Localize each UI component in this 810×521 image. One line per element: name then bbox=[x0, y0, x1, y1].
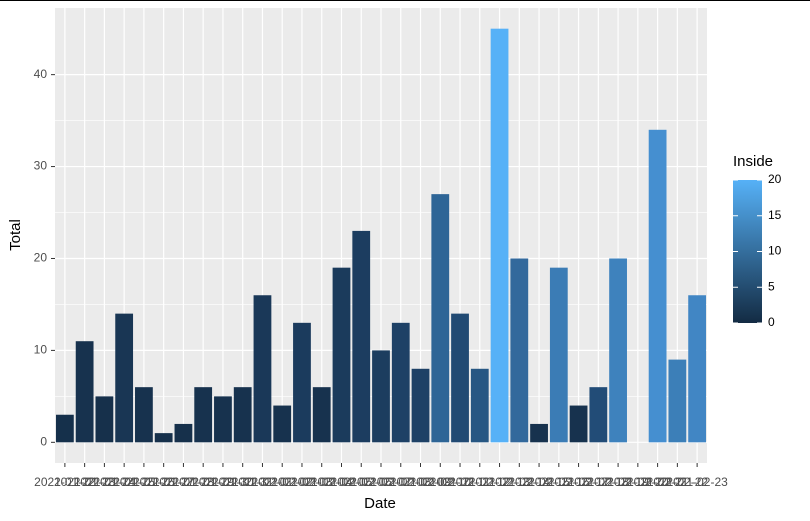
x-tick-label: 2021-02-13 bbox=[469, 475, 531, 489]
bar bbox=[273, 405, 292, 443]
bar bbox=[253, 295, 272, 443]
bar bbox=[510, 258, 529, 443]
y-tick-label: 40 bbox=[34, 67, 48, 81]
x-tick-label: 2021-02-22 bbox=[647, 475, 709, 489]
y-tick-label: 30 bbox=[34, 159, 48, 173]
bar bbox=[391, 322, 410, 443]
x-tick-label: 2021-01-22 bbox=[34, 475, 96, 489]
x-tick-label: 2021-02-18 bbox=[568, 475, 630, 489]
x-axis-title: Date bbox=[364, 495, 396, 512]
bar bbox=[214, 396, 232, 443]
bar bbox=[668, 359, 687, 443]
legend-tick-label: 10 bbox=[768, 244, 782, 258]
x-tick-label: 2021-01-29 bbox=[172, 475, 234, 489]
x-tick-label: 2021-01-31 bbox=[212, 475, 274, 489]
x-tick-label: 2021-02-08 bbox=[370, 475, 432, 489]
legend-tick-label: 15 bbox=[768, 208, 782, 222]
x-tick-label: 2021-02-15 bbox=[508, 475, 570, 489]
legend-tick-label: 5 bbox=[768, 279, 775, 293]
bar bbox=[75, 341, 94, 443]
x-tick-label: 2021-01-23 bbox=[54, 475, 116, 489]
x-tick-label: 2021-02-16 bbox=[528, 475, 590, 489]
x-tick-label: 2021-02-03 bbox=[271, 475, 333, 489]
bar bbox=[95, 396, 114, 443]
x-tick-label: 2021-02-17 bbox=[548, 475, 610, 489]
bar bbox=[312, 387, 331, 443]
x-tick-label: 2021-01-26 bbox=[113, 475, 175, 489]
x-tick-label: 2021-01-24 bbox=[74, 475, 136, 489]
bar bbox=[115, 313, 134, 443]
bar bbox=[530, 423, 548, 443]
x-tick-label: 2021-02-05 bbox=[311, 475, 373, 489]
bar bbox=[194, 387, 213, 443]
legend-tick-label: 0 bbox=[768, 315, 775, 329]
x-tick-label: 2021-02-02 bbox=[252, 475, 314, 489]
bar bbox=[372, 350, 390, 443]
bar bbox=[135, 387, 153, 443]
legend-tick-label: 20 bbox=[768, 172, 782, 186]
bar bbox=[233, 387, 252, 443]
x-tick-label: 2021-02-19 bbox=[587, 475, 649, 489]
x-tick-label: 2021-02-09 bbox=[390, 475, 452, 489]
bar bbox=[431, 194, 450, 443]
x-tick-label: 2021-02-21 bbox=[627, 475, 689, 489]
y-tick-label: 20 bbox=[34, 251, 48, 265]
bar bbox=[648, 129, 667, 443]
y-tick-label: 0 bbox=[40, 434, 47, 448]
x-tick-label: 2021-02-10 bbox=[410, 475, 472, 489]
x-tick-label: 2021-02-06 bbox=[331, 475, 393, 489]
bar bbox=[470, 368, 489, 443]
legend-title: Inside bbox=[733, 153, 773, 170]
x-tick-label: 2021-01-30 bbox=[192, 475, 254, 489]
bar bbox=[411, 368, 430, 443]
x-tick-label: 2021-01-28 bbox=[153, 475, 215, 489]
y-tick-label: 10 bbox=[34, 343, 48, 357]
x-tick-label: 2021-02-01 bbox=[232, 475, 294, 489]
bar bbox=[609, 258, 627, 443]
x-tick-label: 2021-02-07 bbox=[350, 475, 412, 489]
bar bbox=[569, 405, 588, 443]
bar bbox=[174, 423, 193, 443]
bar bbox=[332, 267, 351, 443]
x-tick-label: 2021-02-14 bbox=[489, 475, 551, 489]
x-tick-label: 2021-01-25 bbox=[93, 475, 155, 489]
bar bbox=[451, 313, 469, 443]
bar bbox=[55, 414, 74, 443]
bar bbox=[688, 295, 707, 443]
x-tick-label: 2021-02-23 bbox=[666, 475, 728, 489]
x-tick-label: 2021-02-11 bbox=[430, 475, 491, 489]
x-tick-label: 2021-01-27 bbox=[133, 475, 195, 489]
bar bbox=[490, 28, 509, 443]
bar bbox=[589, 387, 608, 443]
x-tick-label: 2021-02-04 bbox=[291, 475, 353, 489]
x-tick-label: 2021-02-12 bbox=[449, 475, 511, 489]
bar bbox=[154, 433, 173, 443]
bar bbox=[549, 267, 568, 443]
y-axis-title: Total bbox=[7, 219, 24, 251]
bar bbox=[293, 322, 311, 443]
x-tick-label: 2021-02-20 bbox=[607, 475, 669, 489]
bar bbox=[352, 230, 371, 443]
